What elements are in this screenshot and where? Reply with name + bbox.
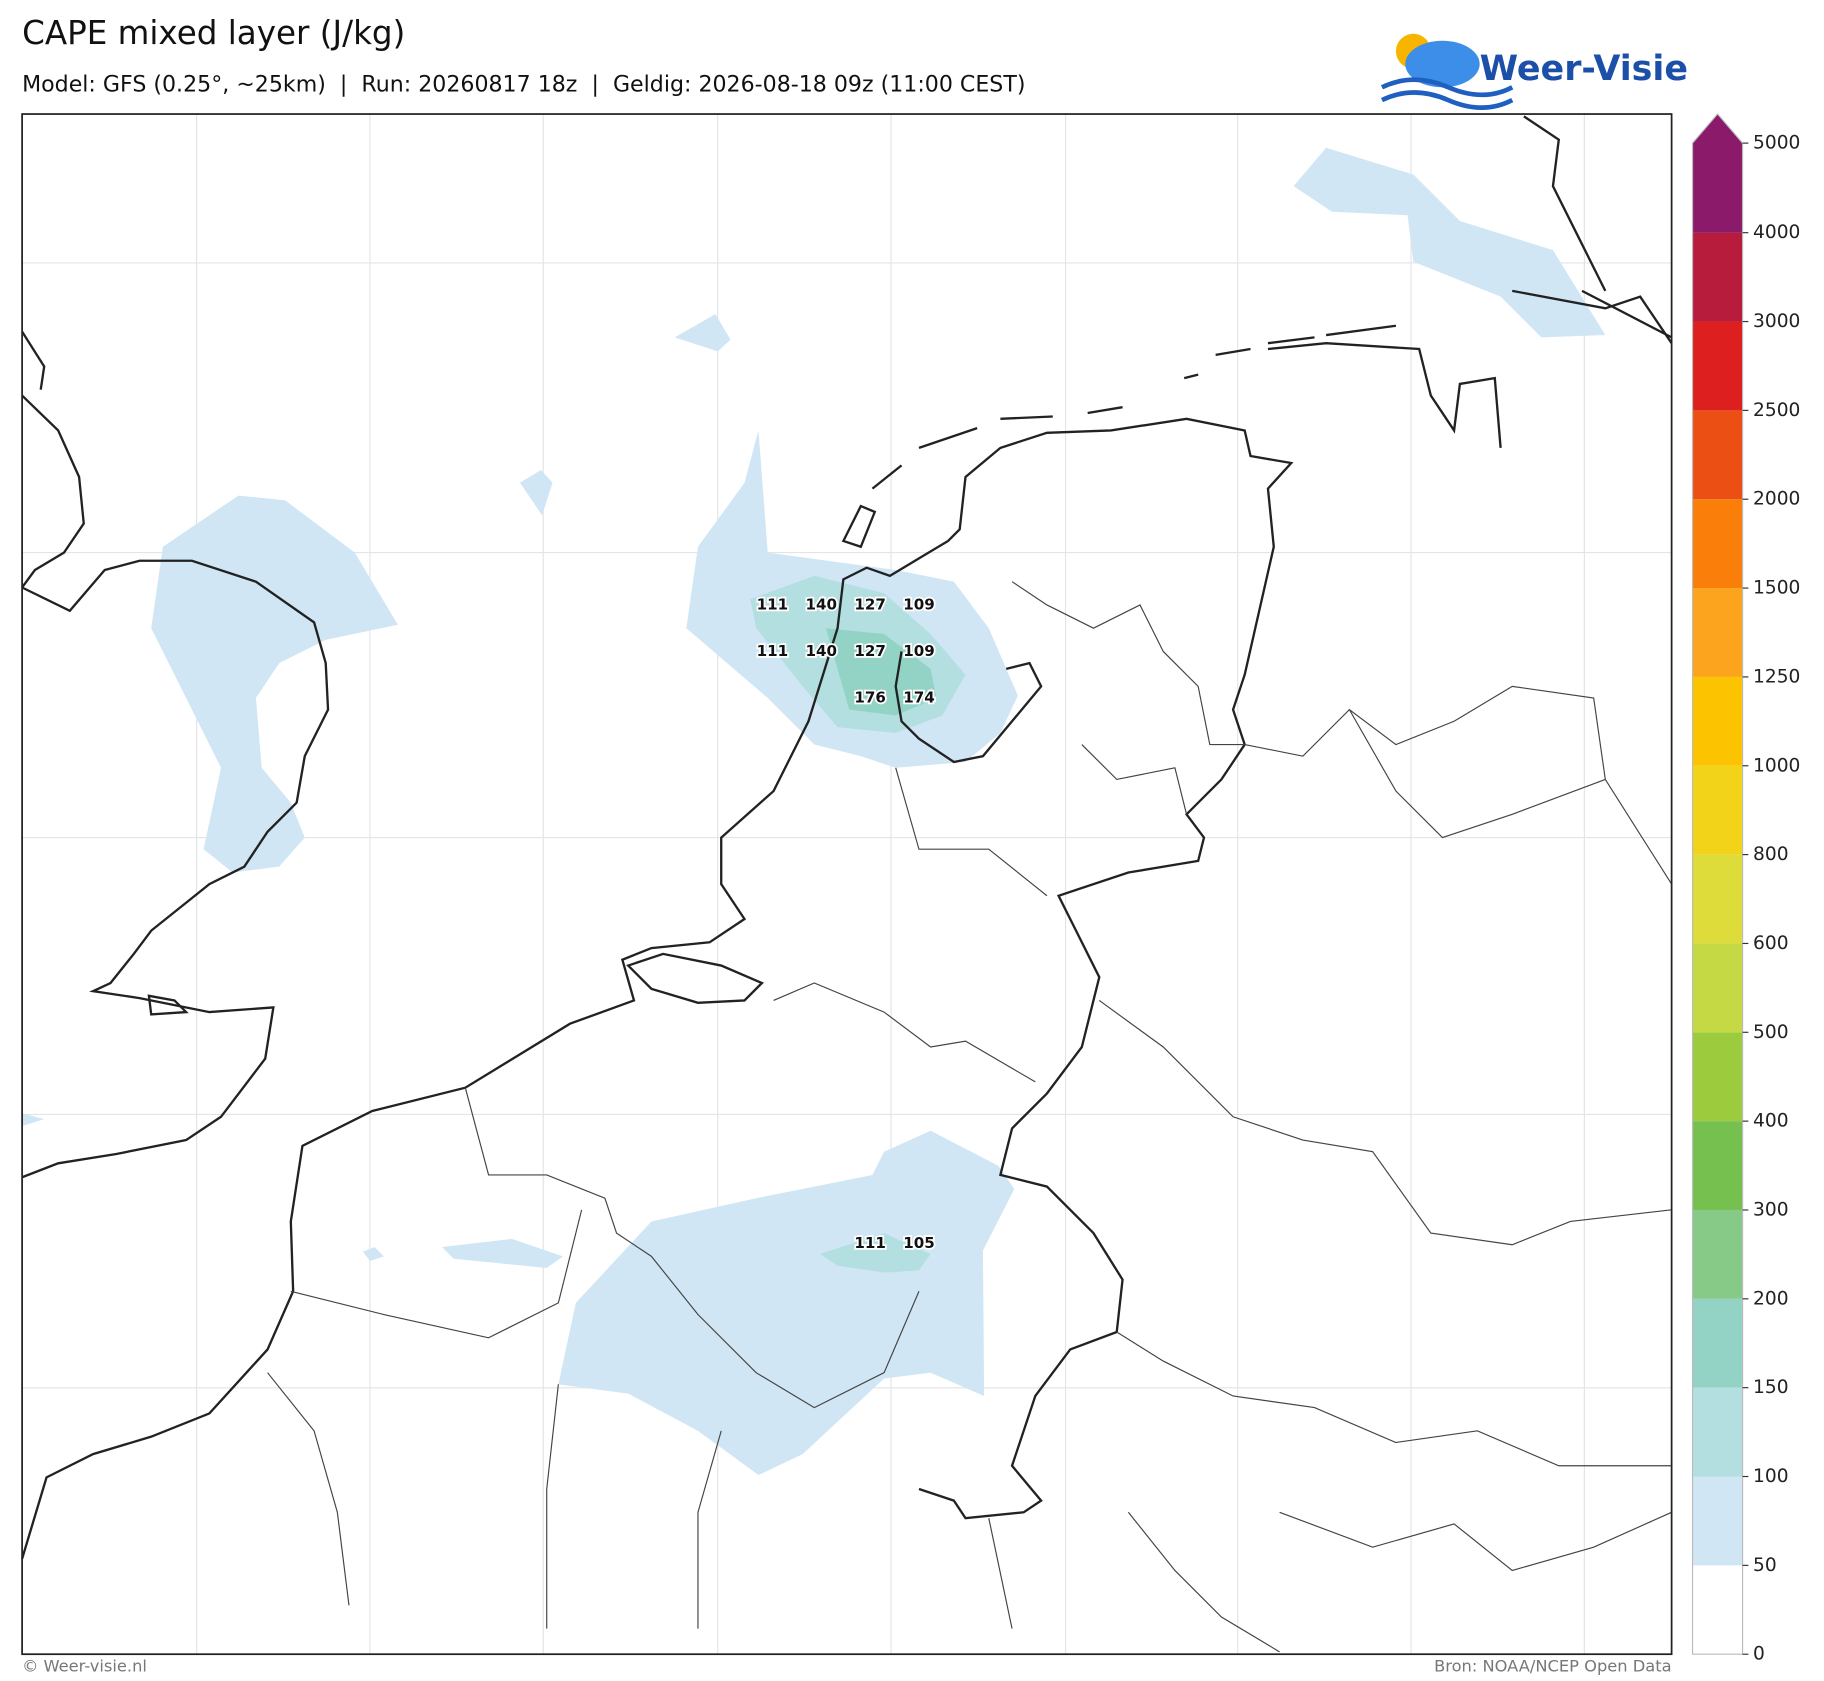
colorbar-tick-label: 4000 [1753, 222, 1800, 243]
colorbar-tick-label: 1250 [1753, 666, 1800, 687]
title: CAPE mixed layer (J/kg) [22, 14, 405, 52]
colorbar-tick-label: 800 [1753, 844, 1789, 865]
value-label: 127 [854, 642, 886, 660]
colorbar-tick-label: 3000 [1753, 311, 1800, 332]
value-label: 111 [854, 1234, 886, 1252]
colorbar-band [1692, 114, 1743, 233]
colorbar-band [1692, 1121, 1743, 1210]
value-label: 140 [805, 642, 837, 660]
colorbar-tick-label: 2000 [1753, 489, 1800, 510]
colorbar-band [1692, 588, 1743, 677]
colorbar-band [1692, 321, 1743, 411]
colorbar-tick-label: 400 [1753, 1111, 1789, 1132]
value-label: 127 [854, 595, 886, 613]
colorbar-outline [1691, 113, 1744, 1655]
colorbar-tick-label: 300 [1753, 1199, 1789, 1220]
colorbar-tick-label: 600 [1753, 933, 1789, 954]
value-label: 174 [903, 689, 935, 707]
value-label: 176 [854, 689, 886, 707]
colorbar-tick-label: 1000 [1753, 755, 1800, 776]
colorbar-band [1692, 943, 1743, 1033]
colorbar-tick-label: 500 [1753, 1022, 1789, 1043]
colorbar-band [1692, 854, 1743, 944]
colorbar-band [1692, 410, 1743, 500]
colorbar-band [1692, 1476, 1743, 1566]
colorbar-tick-label: 1500 [1753, 578, 1800, 599]
logo: Weer-Visie [1380, 33, 1688, 110]
value-label: 109 [903, 595, 935, 613]
colorbar: 0 50 100 150 200 300 400 500 600 800 1000 1250 1500 2… [1691, 113, 1800, 1665]
coastline [20, 115, 1673, 1560]
colorbar-tick-label: 5000 [1753, 133, 1800, 154]
value-label: 111 [757, 642, 789, 660]
colorbar-band [1692, 499, 1743, 589]
value-label: 140 [805, 595, 837, 613]
footer-credit: © Weer-visie.nl [22, 1657, 147, 1676]
colorbar-band [1692, 1032, 1743, 1122]
colorbar-tick-label: 0 [1753, 1644, 1765, 1665]
colorbar-band [1692, 1209, 1743, 1299]
colorbar-band [1692, 676, 1743, 766]
logo-text: Weer-Visie [1480, 49, 1688, 89]
map: 111 140 127 109 111 140 127 109 176 174 111 105 [20, 113, 1673, 1656]
colorbar-band [1692, 1387, 1743, 1477]
colorbar-tick-label: 100 [1753, 1466, 1789, 1487]
subtitle: Model: GFS (0.25°, ~25km) | Run: 2026081… [22, 71, 1025, 97]
colorbar-band [1692, 232, 1743, 322]
value-label: 109 [903, 642, 935, 660]
value-label: 111 [757, 595, 789, 613]
cape-fill-high [750, 575, 966, 1273]
colorbar-tick-label: 150 [1753, 1377, 1789, 1398]
colorbar-band [1692, 1298, 1743, 1388]
value-label: 105 [903, 1234, 935, 1252]
colorbar-band [1692, 1565, 1743, 1655]
colorbar-tick-label: 2500 [1753, 400, 1800, 421]
value-labels: 111 140 127 109 111 140 127 109 176 174 111 105 [755, 594, 937, 1254]
colorbar-tick-label: 50 [1753, 1555, 1777, 1576]
borders [267, 581, 1673, 1653]
footer-source: Bron: NOAA/NCEP Open Data [1434, 1657, 1672, 1676]
colorbar-band [1692, 765, 1743, 855]
colorbar-tick-label: 200 [1753, 1288, 1789, 1309]
